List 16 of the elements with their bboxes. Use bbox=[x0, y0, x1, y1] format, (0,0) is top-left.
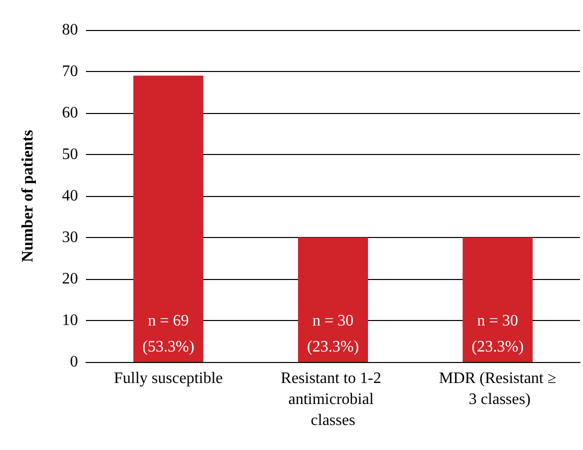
y-axis-title: Number of patients bbox=[20, 130, 36, 262]
data-label: n = 30 (23.3%) bbox=[307, 312, 359, 356]
data-label: n = 30 (23.3%) bbox=[472, 312, 524, 356]
y-tick-label: 20 bbox=[62, 270, 78, 288]
data-label: n = 69 (53.3%) bbox=[142, 312, 194, 356]
y-tick-label: 50 bbox=[62, 146, 78, 163]
x-tick-label: Fully susceptible bbox=[114, 370, 223, 387]
y-tick-label: 60 bbox=[62, 104, 78, 122]
y-tick-label: 0 bbox=[70, 354, 78, 370]
y-tick-label: 30 bbox=[62, 229, 78, 246]
y-tick-label: 80 bbox=[62, 22, 78, 38]
y-tick-label: 70 bbox=[62, 63, 78, 80]
y-tick-label: 40 bbox=[62, 188, 78, 204]
x-tick-label: MDR (Resistant ≥ 3 classes) bbox=[439, 370, 556, 408]
y-tick-label: 10 bbox=[62, 312, 78, 329]
x-tick-label: Resistant to 1-2 antimicrobial classes bbox=[280, 370, 386, 429]
